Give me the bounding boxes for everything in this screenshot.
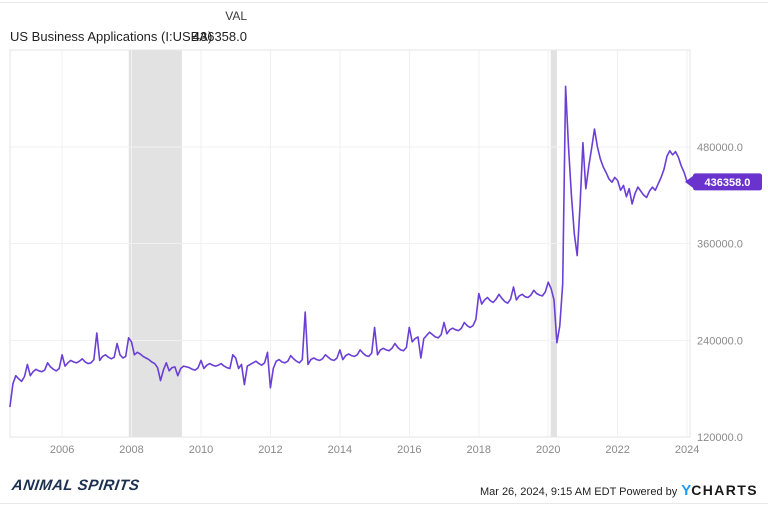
y-axis-label: 240000.0: [697, 335, 743, 347]
y-axis-label: 480000.0: [697, 142, 743, 154]
ycharts-y-icon: Y: [681, 482, 692, 499]
series-name-label: US Business Applications (I:USBA): [10, 29, 213, 44]
attribution: Mar 26, 2024, 9:15 AM EDT Powered by Y CH…: [480, 482, 758, 499]
plot-border: [9, 49, 691, 438]
x-axis-label: 2022: [605, 444, 629, 456]
latest-value-badge-arrow: [685, 175, 693, 188]
y-axis-label: 120000.0: [697, 432, 743, 444]
timestamp-text: Mar 26, 2024, 9:15 AM EDT Powered by: [479, 486, 678, 498]
x-axis-label: 2010: [189, 444, 213, 456]
x-axis-label: 2012: [258, 444, 282, 456]
x-axis-label: 2024: [675, 444, 699, 456]
animal-spirits-logo: ANIMAL SPIRITS: [10, 477, 141, 494]
latest-value-badge: [693, 173, 762, 191]
bottom-divider: [0, 503, 768, 504]
latest-value-text: 436358.0: [192, 29, 247, 44]
x-axis-label: 2018: [467, 444, 491, 456]
value-column-header: VAL: [225, 9, 247, 23]
chart-plot: 2006 2008 2010 2012 2014 2016 2018 2020 2022 2024…: [9, 49, 762, 456]
x-axis-label: 2016: [397, 444, 421, 456]
y-axis-label: 360000.0: [697, 239, 743, 251]
latest-value-badge-text: 436358.0: [705, 177, 751, 189]
ycharts-logo: Y CHARTS: [681, 482, 758, 499]
series-line: [9, 85, 688, 408]
top-divider: [0, 2, 768, 3]
x-axis-label: 2008: [119, 444, 143, 456]
x-axis-label: 2020: [536, 444, 560, 456]
x-axis-label: 2014: [328, 444, 352, 456]
x-axis-label: 2006: [50, 444, 74, 456]
